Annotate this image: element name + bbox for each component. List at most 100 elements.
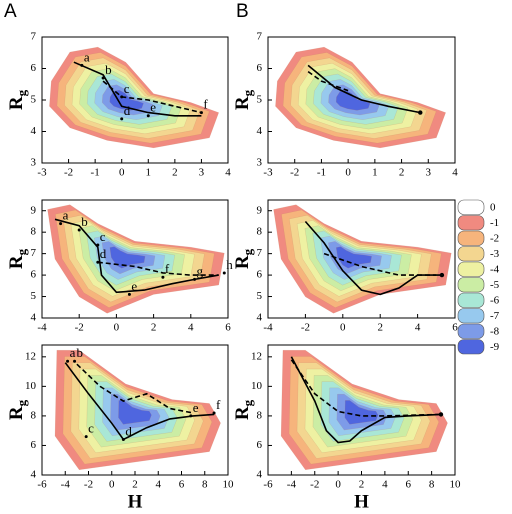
y-tick-label: 5 xyxy=(31,94,37,106)
y-tick-label: 10 xyxy=(251,380,263,392)
x-tick-label: 1 xyxy=(372,167,378,179)
y-tick-label: 5 xyxy=(31,290,37,302)
x-tick-label: -4 xyxy=(37,322,47,334)
x-tick-label: 2 xyxy=(172,167,178,179)
state-label: a xyxy=(70,345,76,360)
state-label: b xyxy=(105,62,112,77)
x-tick-label: -2 xyxy=(64,167,73,179)
x-axis-label: H xyxy=(128,491,143,512)
state-point xyxy=(96,243,100,247)
state-label: a xyxy=(84,49,90,64)
state-point xyxy=(189,414,193,418)
y-tick-label: 6 xyxy=(257,439,263,451)
y-tick-label: 8 xyxy=(257,409,263,421)
y-tick-label: 6 xyxy=(257,269,263,281)
y-tick-label: 8 xyxy=(31,409,37,421)
y-tick-label: 4 xyxy=(257,312,263,324)
end-point xyxy=(418,110,423,115)
state-label: d xyxy=(124,103,131,118)
y-tick-label: 7 xyxy=(257,31,263,43)
x-tick-label: -4 xyxy=(263,322,273,334)
y-axis-label-main: R xyxy=(232,406,253,420)
x-tick-label: 4 xyxy=(415,322,421,334)
x-tick-label: -2 xyxy=(84,479,93,491)
y-tick-label: 4 xyxy=(257,125,263,137)
x-tick-label: 0 xyxy=(114,322,120,334)
trajectory-line xyxy=(73,61,202,117)
state-label: c xyxy=(100,229,106,244)
state-point xyxy=(146,114,150,118)
x-tick-label: 6 xyxy=(225,322,231,334)
x-tick-label: 2 xyxy=(377,322,383,334)
x-axis-label: H xyxy=(354,491,369,512)
x-tick-label: 10 xyxy=(223,479,235,491)
state-point xyxy=(101,76,105,80)
x-tick-label: 0 xyxy=(335,479,341,491)
y-tick-label: 6 xyxy=(31,269,37,281)
x-tick-label: 4 xyxy=(156,479,162,491)
colorbar-label: -6 xyxy=(490,294,500,306)
y-tick-label: 7 xyxy=(31,247,37,259)
colorbar-swatch xyxy=(457,277,485,293)
state-point xyxy=(193,277,197,281)
state-label: c xyxy=(124,81,130,96)
y-tick-label: 5 xyxy=(257,290,263,302)
state-label: f xyxy=(203,97,208,112)
colorbar-label: -1 xyxy=(490,217,499,229)
colorbar-label: -8 xyxy=(490,325,500,337)
state-label: a xyxy=(63,208,69,223)
contour-band xyxy=(336,246,372,269)
y-tick-label: 3 xyxy=(31,157,37,169)
state-point xyxy=(222,271,226,275)
x-tick-label: -3 xyxy=(263,167,273,179)
x-tick-label: -6 xyxy=(263,479,273,491)
colorbar-swatch xyxy=(457,230,485,246)
colorbar-swatch xyxy=(457,323,485,339)
state-point xyxy=(120,95,124,99)
state-point xyxy=(59,222,63,226)
y-tick-label: 10 xyxy=(25,380,37,392)
colorbar-label: -3 xyxy=(490,248,500,260)
state-point xyxy=(127,292,131,296)
trajectory-line xyxy=(54,218,219,294)
x-tick-label: 2 xyxy=(132,479,138,491)
x-tick-label: 4 xyxy=(188,322,194,334)
y-tick-label: 7 xyxy=(31,31,37,43)
x-tick-label: 2 xyxy=(151,322,157,334)
colorbar-swatch xyxy=(457,261,485,277)
y-axis-label-main: R xyxy=(6,406,27,420)
trajectory-line xyxy=(307,64,421,114)
x-tick-label: -1 xyxy=(317,167,326,179)
y-tick-label: 9 xyxy=(257,204,263,216)
end-point xyxy=(439,272,445,278)
y-axis-label-sub: g xyxy=(14,89,29,96)
y-tick-label: 8 xyxy=(31,226,37,238)
y-axis-label-sub: g xyxy=(240,399,255,406)
y-axis-label-main: R xyxy=(232,96,253,110)
colorbar-label: 0 xyxy=(490,201,496,213)
trajectory-line xyxy=(307,70,349,92)
y-tick-label: 6 xyxy=(31,439,37,451)
state-label: b xyxy=(77,345,84,360)
y-tick-label: 3 xyxy=(257,157,263,169)
y-axis-label-main: R xyxy=(6,96,27,110)
trajectory-line xyxy=(76,363,194,414)
state-label: e xyxy=(193,400,199,415)
y-axis-label-sub: g xyxy=(14,399,29,406)
y-axis-label-sub: g xyxy=(240,89,255,96)
x-tick-label: 2 xyxy=(399,167,405,179)
y-tick-label: 12 xyxy=(251,350,262,362)
x-tick-label: 0 xyxy=(119,167,125,179)
state-point xyxy=(121,438,125,442)
trajectory-line xyxy=(290,359,442,417)
state-point xyxy=(161,275,165,279)
colorbar-label: -7 xyxy=(490,310,500,322)
colorbar-swatch xyxy=(457,199,485,215)
state-point xyxy=(73,359,77,363)
x-tick-label: -2 xyxy=(310,479,319,491)
x-tick-label: 6 xyxy=(179,479,185,491)
colorbar-swatch xyxy=(457,246,485,262)
y-tick-label: 6 xyxy=(31,62,37,74)
colorbar-label: -9 xyxy=(490,341,500,353)
